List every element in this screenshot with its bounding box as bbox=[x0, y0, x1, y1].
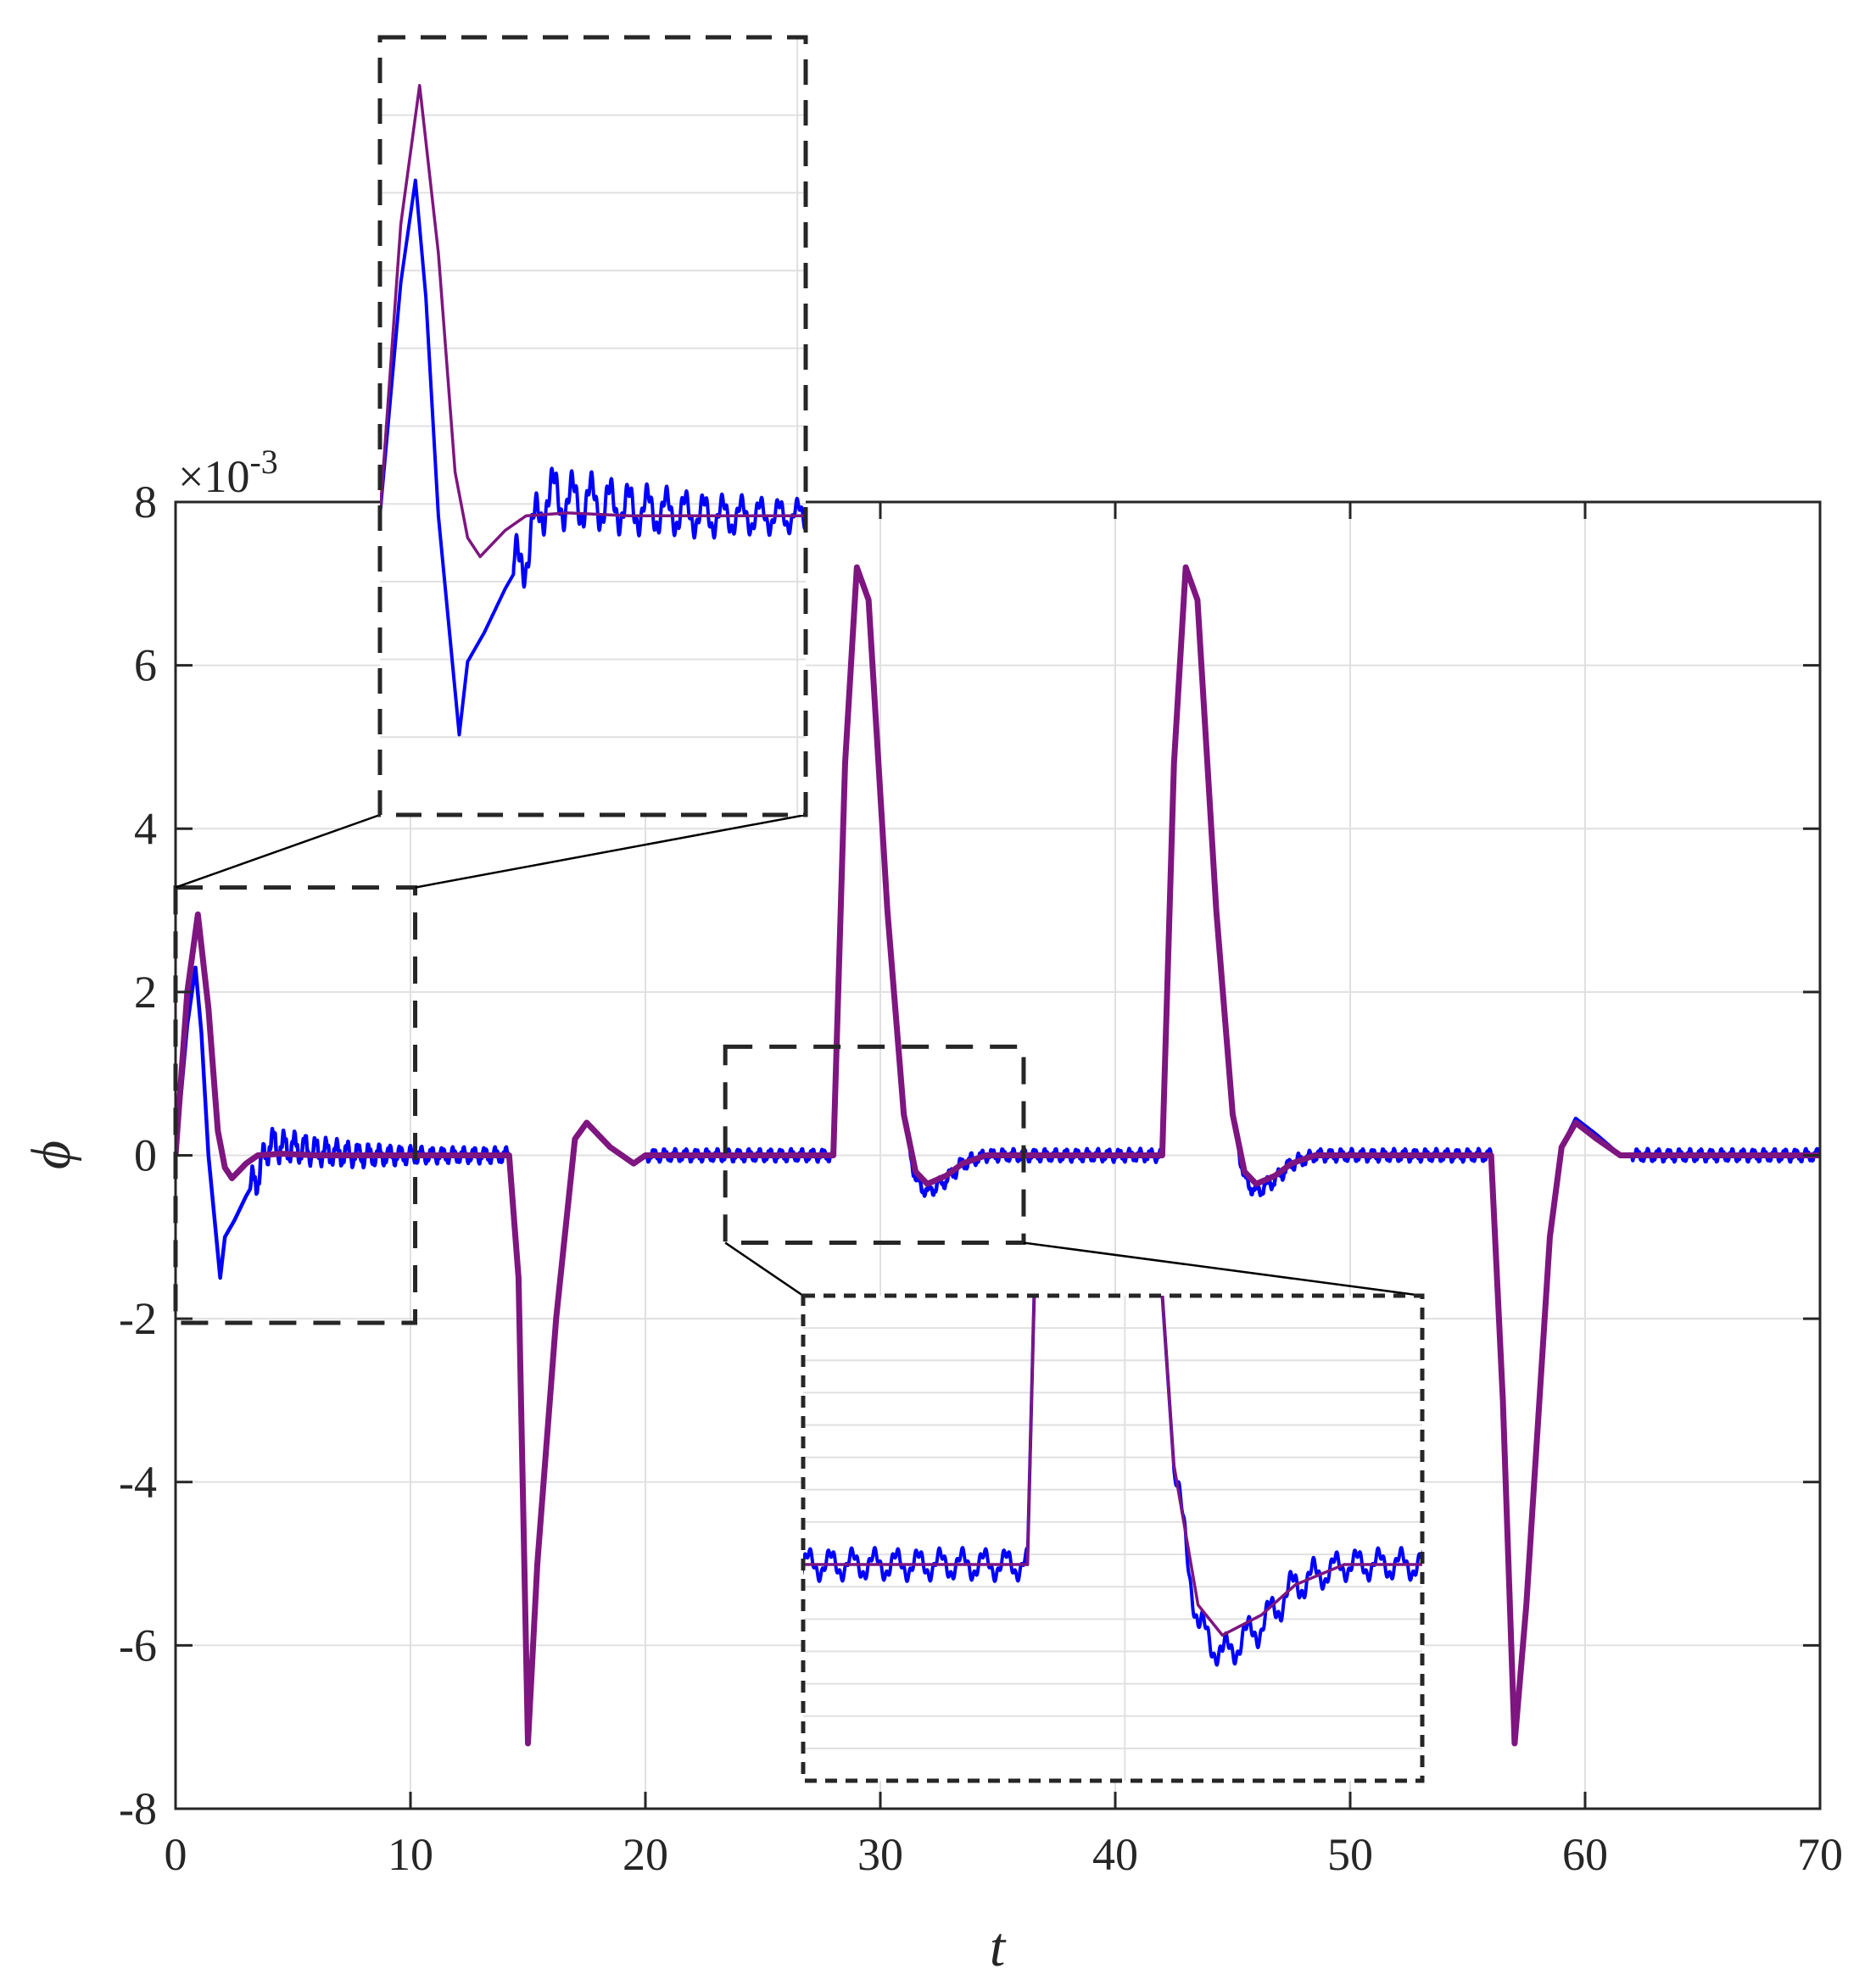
zoom-annotations bbox=[173, 813, 1423, 1325]
x-tick-label: 40 bbox=[1092, 1829, 1138, 1880]
zoom-inset-2-frame bbox=[801, 1293, 1425, 1783]
zoom-connector-line bbox=[175, 813, 381, 889]
y-tick-label: -6 bbox=[119, 1620, 157, 1670]
zoom-inset-1-series bbox=[380, 84, 806, 737]
zoom-inset-2 bbox=[801, 1293, 1425, 1783]
x-tick-label: 60 bbox=[1562, 1829, 1608, 1880]
y-exponent-label: ×10-3 bbox=[178, 443, 278, 502]
x-tick-label: 50 bbox=[1327, 1829, 1373, 1880]
y-exponent-power: -3 bbox=[249, 443, 277, 481]
inset-series-purple-line bbox=[803, 1296, 1422, 1637]
inset-series-blue-line bbox=[380, 178, 806, 737]
inset-series-purple-line bbox=[380, 84, 806, 559]
zoom-inset-1 bbox=[377, 35, 808, 817]
zoom-connector-line bbox=[724, 1241, 804, 1297]
y-axis-title: ϕ bbox=[20, 1141, 82, 1169]
zoom-inset-2-background bbox=[803, 1296, 1422, 1781]
inset-series-blue-line bbox=[803, 1296, 1422, 1667]
y-tick-label: -2 bbox=[119, 1293, 157, 1344]
series-purple-line bbox=[176, 564, 1820, 1747]
y-tick-label: 6 bbox=[134, 640, 157, 691]
x-tick-label: 10 bbox=[388, 1829, 433, 1880]
x-axis-title: t bbox=[990, 1916, 1007, 1978]
y-tick-label: 8 bbox=[134, 477, 157, 527]
axis-tick-labels: 0 10 20 30 40 50 60 70 -8 -6 -4 -2 0 2 4 6 8 bbox=[119, 477, 1843, 1880]
y-exponent-base: ×10 bbox=[178, 451, 249, 502]
zoom-source-box bbox=[723, 1044, 1026, 1246]
x-tick-label: 70 bbox=[1797, 1829, 1843, 1880]
x-tick-label: 20 bbox=[623, 1829, 668, 1880]
zoom-inset-1-frame bbox=[377, 35, 808, 817]
y-tick-label: 2 bbox=[134, 967, 157, 1018]
x-tick-label: 0 bbox=[165, 1829, 187, 1880]
zoom-inset-2-series bbox=[803, 1296, 1422, 1667]
zoom-source-box bbox=[173, 885, 418, 1325]
series-layer bbox=[176, 564, 1820, 1747]
zoom-connector-line bbox=[415, 813, 807, 889]
y-tick-label: -4 bbox=[119, 1457, 157, 1508]
zoom-connector-line bbox=[1023, 1241, 1423, 1297]
zoom-inset-2-grid bbox=[803, 1296, 1422, 1781]
y-tick-label: 0 bbox=[134, 1130, 157, 1181]
y-tick-label: -8 bbox=[119, 1783, 157, 1834]
x-tick-label: 30 bbox=[857, 1829, 903, 1880]
y-tick-label: 4 bbox=[134, 803, 157, 854]
